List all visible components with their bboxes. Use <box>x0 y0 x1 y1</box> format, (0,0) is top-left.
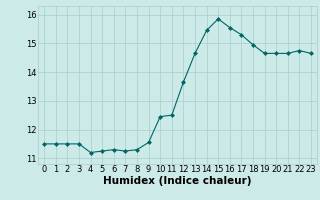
X-axis label: Humidex (Indice chaleur): Humidex (Indice chaleur) <box>103 176 252 186</box>
